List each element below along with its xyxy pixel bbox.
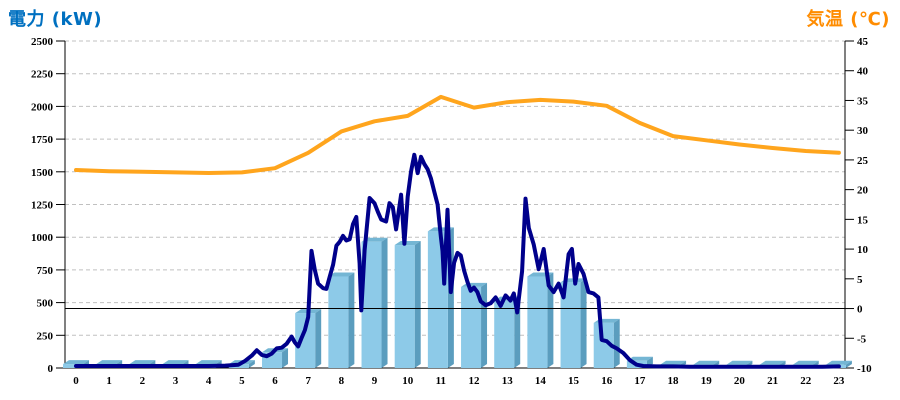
power-bar [394,245,415,368]
x-axis-label: 3 [173,375,179,387]
power-bar-side [282,348,289,368]
power-bar-top [129,360,156,365]
x-axis-label: 16 [601,375,613,387]
power-bar-side [514,296,521,368]
power-bar-top [162,360,189,365]
power-bar [461,286,482,368]
power-bar-top [660,360,687,365]
x-axis-label: 18 [668,375,680,387]
power-bar-top [195,360,222,365]
power-bar-top [626,356,653,361]
right-axis-tick-label: 5 [857,274,863,286]
left-axis-title: 電力 (kW) [8,9,103,30]
left-axis-tick-label: 1750 [31,134,54,146]
left-axis-tick-label: 2250 [31,69,54,81]
right-axis-tick-label: 35 [857,95,869,107]
power-bar-side [845,360,852,368]
right-axis-tick-label: -10 [857,363,872,375]
right-axis-tick-label: -5 [857,333,867,345]
x-axis-label: 9 [372,375,378,387]
x-axis-label: 8 [339,375,345,387]
x-axis-label: 17 [634,375,646,387]
x-axis-label: 7 [305,375,311,387]
right-axis-tick-label: 45 [857,36,869,48]
left-axis-tick-label: 1250 [31,200,54,212]
left-axis-tick-label: 2000 [31,101,54,113]
power-bar-top [726,360,753,365]
power-bar [560,282,581,368]
power-bar [593,322,614,368]
power-bar-side [348,272,355,368]
x-axis-label: 20 [734,375,746,387]
left-axis-tick-label: 1000 [31,232,54,244]
power-bar-side [248,360,255,368]
power-bar-top [792,360,819,365]
power-bar-side [315,309,322,368]
x-axis-label: 11 [436,375,446,387]
power-bar-top [759,360,786,365]
power-bar [63,364,83,368]
power-bar-top [63,360,89,365]
x-axis-label: 12 [469,375,481,387]
power-bar-side [481,282,488,368]
left-axis-tick-label: 1500 [31,167,54,179]
power-bar-side [580,278,587,368]
power-bar-side [613,318,620,368]
power-bar-side [381,237,388,368]
right-axis-tick-label: 20 [857,185,869,197]
x-axis-label: 21 [767,375,778,387]
temperature-line [74,94,841,175]
left-axis-tick-label: 0 [48,363,54,375]
x-axis-label: 15 [568,375,580,387]
x-axis-label: 0 [73,375,79,387]
x-axis-label: 22 [800,375,812,387]
power-bar-top [361,237,388,242]
power-bar-top [328,272,355,277]
power-line [74,152,841,369]
left-axis-tick-label: 250 [37,330,54,342]
left-axis-tick-label: 750 [37,265,54,277]
power-bar [527,276,548,368]
right-axis-tick-label: 30 [857,125,869,137]
power-bar [328,276,349,368]
power-bar-side [547,272,554,368]
x-axis-label: 1 [106,375,112,387]
right-axis-tick-label: 15 [857,214,869,226]
x-axis-label: 19 [701,375,713,387]
x-axis-label: 13 [502,375,514,387]
power-bar-side [414,241,421,368]
x-axis-label: 6 [272,375,278,387]
right-axis-tick-label: 0 [857,304,863,316]
right-axis-title: 気温 (℃) [806,9,890,30]
x-axis-label: 2 [140,375,146,387]
right-axis-tick-label: 25 [857,155,869,167]
right-axis-tick-label: 10 [857,244,869,256]
power-bar [494,300,515,368]
power-bar [295,313,316,368]
x-axis-label: 10 [402,375,414,387]
power-bar-top [96,360,123,365]
right-axis-tick-label: 40 [857,66,869,78]
power-bar-top [825,360,852,365]
power-bar [361,241,382,368]
power-bar-top [693,360,720,365]
x-axis-label: 23 [833,375,845,387]
left-axis-tick-label: 2500 [31,36,54,48]
left-axis-tick-label: 500 [37,298,54,310]
x-axis-label: 5 [239,375,245,387]
x-axis-label: 14 [535,375,547,387]
x-axis-label: 4 [206,375,212,387]
power-bar-top [394,241,421,246]
